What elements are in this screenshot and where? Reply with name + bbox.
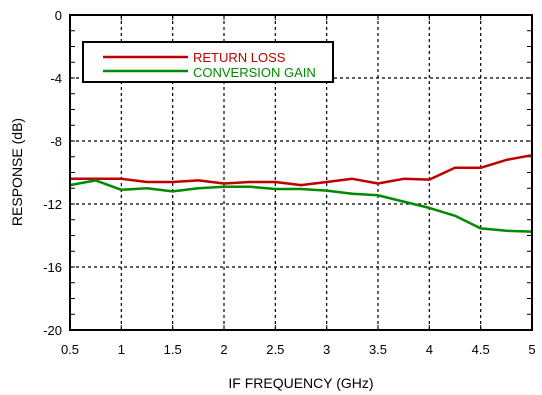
y-tick-label: -12: [43, 197, 62, 212]
y-tick-label: -20: [43, 323, 62, 338]
legend-label-conversion-gain: CONVERSION GAIN: [193, 65, 316, 80]
x-tick-label: 3: [323, 342, 330, 357]
x-tick-labels: 0.5 1 1.5 2 2.5 3 3.5 4 4.5 5: [61, 342, 536, 357]
legend-box: [82, 41, 334, 83]
y-tick-label: 0: [55, 8, 62, 23]
x-tick-label: 2: [220, 342, 227, 357]
series-lines: [69, 153, 533, 233]
plot-frame: [69, 14, 533, 331]
y-tick-labels: 0 -4 -8 -12 -16 -20: [43, 8, 62, 338]
x-tick-label: 1.5: [164, 342, 182, 357]
legend: RETURN LOSS CONVERSION GAIN: [82, 41, 334, 83]
y-axis-title: RESPONSE (dB): [9, 118, 25, 226]
y-tick-label: -8: [50, 134, 62, 149]
series-line-conversion-gain: [69, 179, 533, 233]
y-tick-label: -4: [50, 71, 62, 86]
x-tick-label: 1: [118, 342, 125, 357]
x-tick-label: 0.5: [61, 342, 79, 357]
x-tick-label: 2.5: [266, 342, 284, 357]
x-tick-label: 4: [426, 342, 433, 357]
series-line-return-loss: [70, 153, 533, 187]
x-tick-label: 5: [528, 342, 535, 357]
x-axis-title: IF FREQUENCY (GHz): [228, 375, 373, 391]
x-tick-label: 3.5: [369, 342, 387, 357]
x-tick-label: 4.5: [472, 342, 490, 357]
legend-label-return-loss: RETURN LOSS: [193, 50, 286, 65]
y-tick-label: -16: [43, 260, 62, 275]
